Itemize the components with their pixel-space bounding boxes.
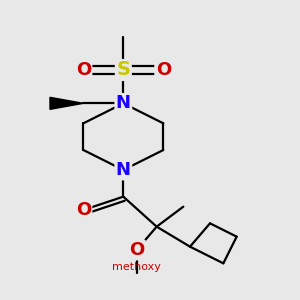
Text: N: N bbox=[116, 94, 131, 112]
Text: O: O bbox=[76, 201, 91, 219]
Text: N: N bbox=[116, 161, 131, 179]
Polygon shape bbox=[50, 97, 83, 109]
Text: O: O bbox=[76, 61, 91, 79]
Text: S: S bbox=[116, 61, 130, 80]
Text: O: O bbox=[129, 241, 144, 259]
Text: O: O bbox=[156, 61, 171, 79]
Text: methoxy: methoxy bbox=[112, 262, 161, 272]
